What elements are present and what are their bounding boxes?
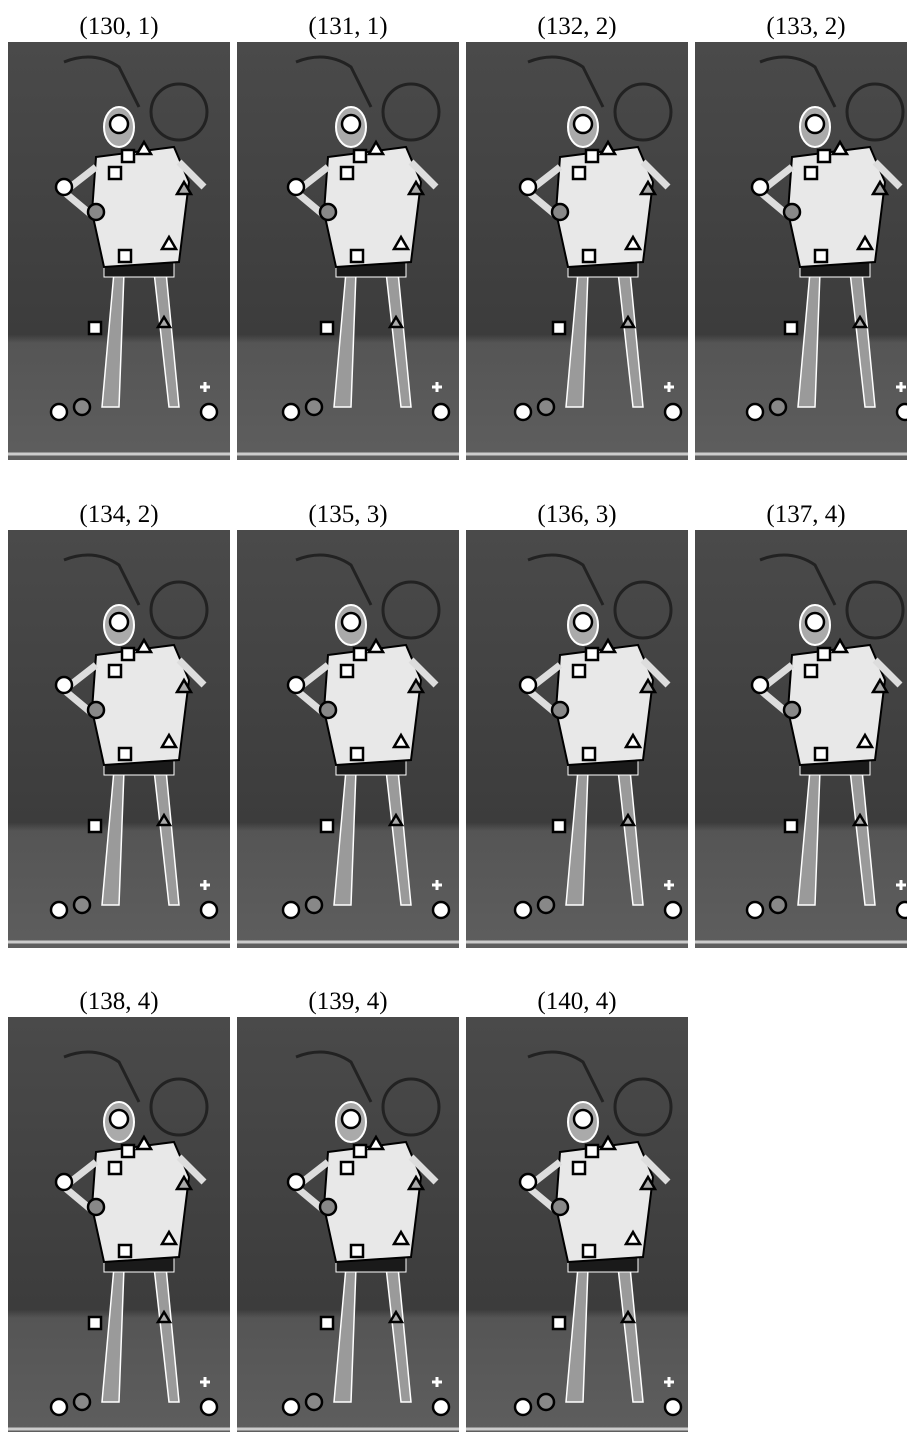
frame <box>237 530 459 948</box>
frame <box>8 42 230 460</box>
frame-label: (137, 4) <box>766 501 845 528</box>
frame-label: (138, 4) <box>79 988 158 1015</box>
frame-label: (140, 4) <box>537 988 616 1015</box>
frame <box>466 42 688 460</box>
frame <box>8 530 230 948</box>
frame-label: (134, 2) <box>79 501 158 528</box>
frame-label: (139, 4) <box>308 988 387 1015</box>
frame <box>466 1017 688 1432</box>
frame-label: (132, 2) <box>537 13 616 40</box>
frame-label: (136, 3) <box>537 501 616 528</box>
frame <box>237 42 459 460</box>
frame <box>466 530 688 948</box>
frame-label: (133, 2) <box>766 13 845 40</box>
frame-label: (131, 1) <box>308 13 387 40</box>
frame <box>695 42 907 460</box>
frame <box>8 1017 230 1432</box>
frame <box>237 1017 459 1432</box>
frame <box>695 530 907 948</box>
frame-label: (130, 1) <box>79 13 158 40</box>
frame-label: (135, 3) <box>308 501 387 528</box>
